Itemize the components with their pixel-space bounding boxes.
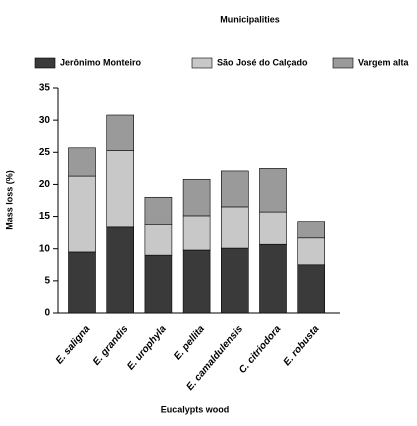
- x-tick-label: E. pellita: [172, 323, 207, 362]
- bar-segment: [297, 237, 326, 266]
- legend-swatch: [34, 57, 56, 69]
- x-tick-label: E. urophyla: [125, 323, 169, 372]
- bar-segment: [259, 243, 287, 314]
- y-tick-label: 15: [39, 211, 51, 222]
- legend-swatch: [191, 57, 213, 69]
- bar-segment: [106, 226, 134, 314]
- x-tick-label: E. robusta: [282, 323, 322, 368]
- y-axis-label: Mass loss (%): [4, 170, 14, 230]
- bar-segment: [221, 206, 249, 249]
- legend-label: Vargem alta: [358, 57, 410, 67]
- bar-segment: [297, 264, 326, 314]
- x-tick-label: E. grandis: [91, 323, 131, 367]
- bar-segment: [106, 114, 134, 151]
- bar-segment: [68, 147, 96, 177]
- x-tick-label: E. saligna: [54, 323, 93, 366]
- bar-segment: [221, 247, 249, 314]
- bar-segment: [106, 150, 134, 228]
- y-tick-label: 5: [44, 275, 50, 286]
- bar-segment: [182, 215, 211, 251]
- y-tick-label: 20: [39, 179, 51, 190]
- legend-label: Jerônimo Monteiro: [60, 57, 142, 67]
- bar-segment: [144, 196, 173, 225]
- bar-segment: [259, 211, 287, 245]
- bar-segment: [144, 254, 173, 314]
- y-tick-label: 35: [39, 83, 51, 94]
- chart-title: Municipalities: [220, 14, 280, 24]
- bar-segment: [68, 175, 96, 253]
- bar-segment: [182, 249, 211, 314]
- x-axis-label: Eucalypts wood: [161, 404, 230, 414]
- y-tick-label: 25: [39, 147, 51, 158]
- bar-segment: [221, 170, 249, 208]
- y-tick-label: 10: [39, 243, 51, 254]
- bar-segment: [182, 178, 211, 217]
- bar-segment: [297, 221, 326, 239]
- legend-swatch: [332, 57, 354, 69]
- bar-segment: [144, 223, 173, 256]
- legend-label: São José do Calçado: [217, 57, 308, 67]
- y-tick-label: 30: [39, 115, 51, 126]
- bar-segment: [68, 251, 96, 314]
- y-tick-label: 0: [44, 308, 50, 319]
- bar-segment: [259, 168, 287, 213]
